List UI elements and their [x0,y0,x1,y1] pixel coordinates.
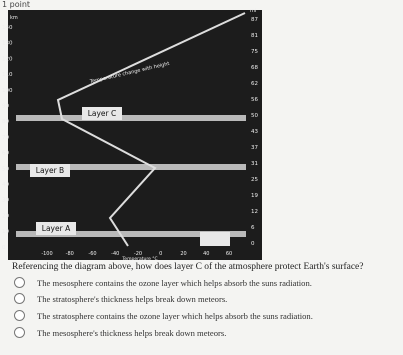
left-tick-label: 30 [2,198,9,204]
layer-label-box [82,107,122,120]
left-tick-label: 110 [2,72,13,78]
right-tick-label: 19 [251,193,258,199]
boundary-band [16,115,246,121]
right-tick-label: 81 [251,33,258,39]
radio-button[interactable] [14,310,25,321]
left-tick-label: 40 [2,182,9,188]
answer-option[interactable]: The mesosphere contains the ozone layer … [14,277,312,288]
question: Referencing the diagram above, how does … [12,262,364,272]
right-tick-label: 56 [251,97,258,103]
right-tick-label: 0 [251,241,255,247]
layer-label-box [36,222,76,235]
answer-option[interactable]: The mesosphere's thickness helps break d… [14,327,226,338]
left-tick-label: 50 [2,166,9,172]
layer-label: Layer B [36,166,64,175]
left-tick-label: 100 [2,88,13,94]
bottom-tick-label: 0 [159,251,162,257]
left-tick-label: 140 [2,25,13,31]
bottom-tick-label: 60 [226,251,232,257]
bottom-tick-label: -20 [134,251,142,257]
left-tick-label: 60 [2,151,9,157]
option-text: The stratosphere contains the ozone laye… [37,310,313,321]
bottom-tick-label: -80 [66,251,74,257]
left-tick-label: 130 [2,41,13,47]
right-tick-label: 37 [251,145,258,151]
right-tick-label: 6 [251,225,255,231]
left-tick-label: 10 [2,229,9,235]
diagram: Layer C Layer B Layer A Temperature chan… [2,8,262,262]
right-tick-label: 87 [251,17,258,23]
bottom-tick-label: 20 [180,251,186,257]
answer-option[interactable]: The stratosphere's thickness helps break… [14,293,227,304]
left-unit: km [10,15,18,21]
bottom-tick-label: -60 [88,251,96,257]
right-tick-label: 75 [251,49,258,55]
temperature-line [56,12,246,247]
boundary-band [16,231,246,237]
layer-label: Layer C [88,109,117,118]
layer-label-box [30,164,70,177]
bottom-tick-label: -100 [41,251,52,257]
radio-button[interactable] [14,293,25,304]
right-tick-label: 62 [251,81,258,87]
right-tick-label: 12 [251,209,258,215]
boundary-band [16,164,246,170]
left-tick-label: 120 [2,56,13,62]
bottom-tick-label: 40 [203,251,209,257]
answer-option[interactable]: The stratosphere contains the ozone laye… [14,310,313,321]
right-tick-label: 50 [251,113,258,119]
right-tick-label: 68 [251,65,258,71]
right-unit: mi [250,8,256,14]
diagram-background [8,10,262,260]
layer-label: Layer A [42,224,71,233]
right-tick-label: 31 [251,161,258,167]
left-tick-label: 90 [2,104,9,110]
bottom-label: Temperature °C [121,256,157,262]
left-tick-label: 0 [2,245,6,251]
points: 1 point [2,0,31,9]
option-text: The mesosphere contains the ozone layer … [37,277,312,288]
left-tick-label: 80 [2,119,9,125]
left-tick-label: 70 [2,135,9,141]
bottom-tick-label: -40 [111,251,119,257]
left-tick-label: 20 [2,213,9,219]
right-tick-label: 43 [251,129,258,135]
right-tick-label: 25 [251,177,258,183]
radio-button[interactable] [14,327,25,338]
radio-button[interactable] [14,277,25,288]
surface-feature [200,232,230,246]
option-text: The stratosphere's thickness helps break… [37,293,228,304]
option-text: The mesosphere's thickness helps break d… [37,327,227,338]
